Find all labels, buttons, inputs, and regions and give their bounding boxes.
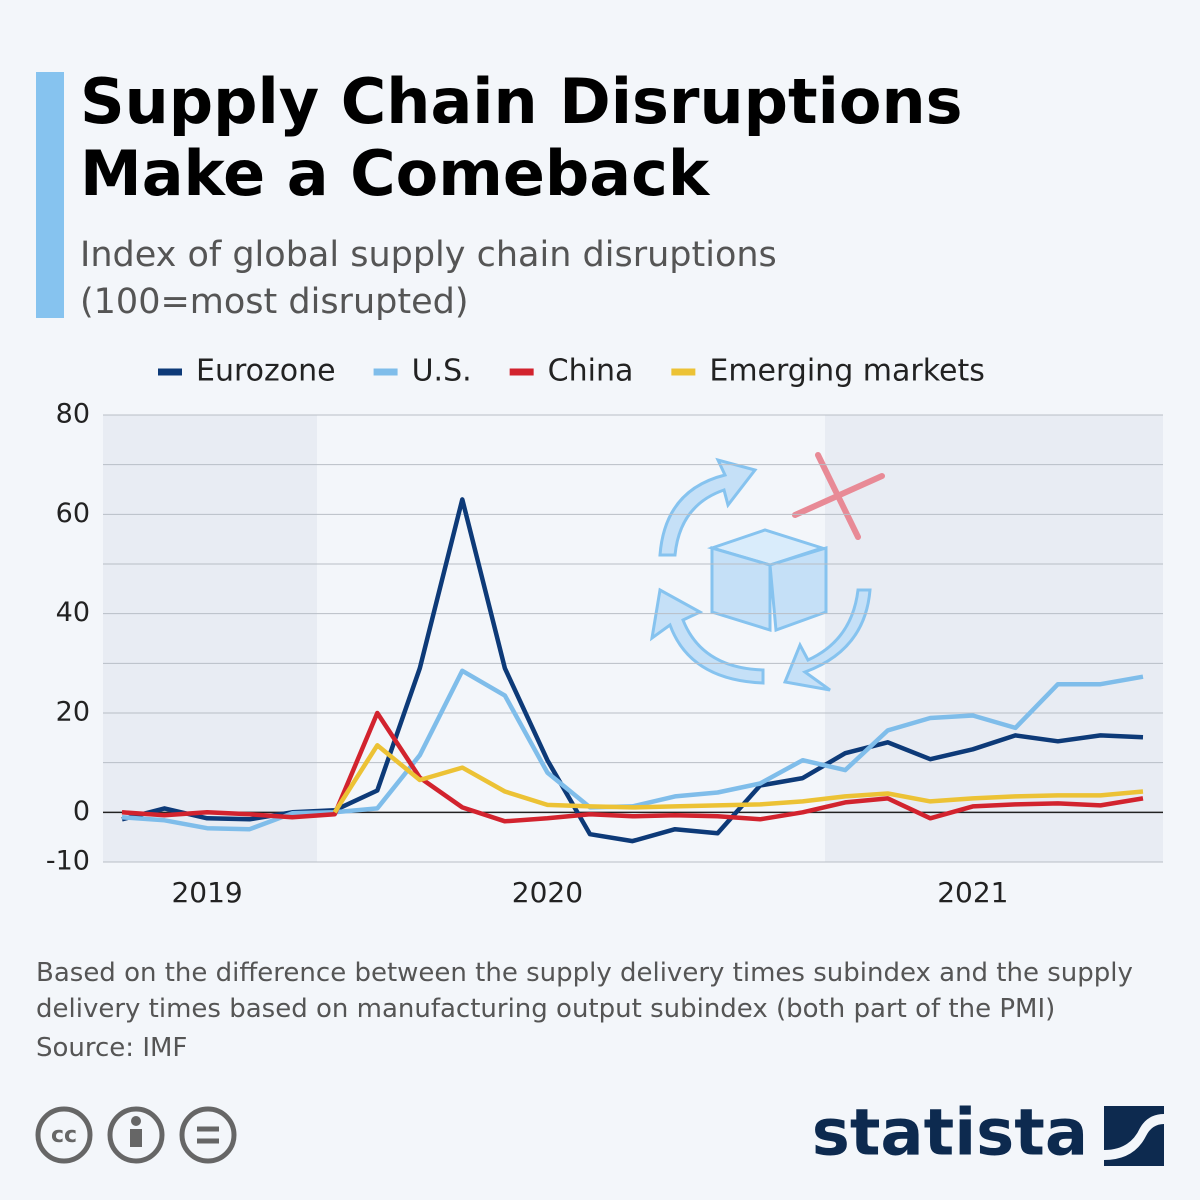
source: Source: IMF: [36, 1033, 188, 1063]
x-tick-label: 2019: [171, 876, 242, 909]
brand-logo: [1104, 1106, 1164, 1166]
footnote: Based on the difference between the supp…: [36, 958, 1133, 1024]
legend-label: China: [548, 354, 634, 389]
y-tick-label: 0: [73, 796, 90, 827]
legend-swatch: [671, 368, 696, 376]
y-tick-label: 20: [56, 697, 90, 728]
license-text: cc: [51, 1123, 77, 1148]
legend-label: Eurozone: [196, 354, 336, 389]
cross-icon: [792, 452, 885, 540]
y-tick-label: -10: [46, 846, 90, 877]
legend-swatch: [158, 368, 182, 376]
line-series: [121, 710, 1144, 824]
brand: statista: [812, 1097, 1088, 1171]
y-tick-label: 60: [56, 498, 90, 529]
license-icons: [35, 1106, 237, 1164]
y-tick-label: 40: [56, 597, 90, 628]
legend-label: Emerging markets: [709, 354, 985, 389]
legend-swatch: [509, 368, 534, 376]
chart-subtitle: Index of global supply chain disruptions…: [80, 235, 777, 322]
line-series: [332, 743, 1144, 814]
chart-title: Supply Chain Disruptions Make a Comeback: [80, 65, 963, 210]
legend-label: U.S.: [412, 354, 472, 389]
accent-bar: [36, 72, 64, 318]
x-tick-label: 2021: [937, 876, 1008, 909]
x-tick-label: 2020: [512, 876, 583, 909]
band: [825, 415, 1163, 862]
legend-swatch: [373, 368, 398, 376]
band: [103, 415, 317, 862]
y-tick-label: 80: [56, 399, 90, 430]
